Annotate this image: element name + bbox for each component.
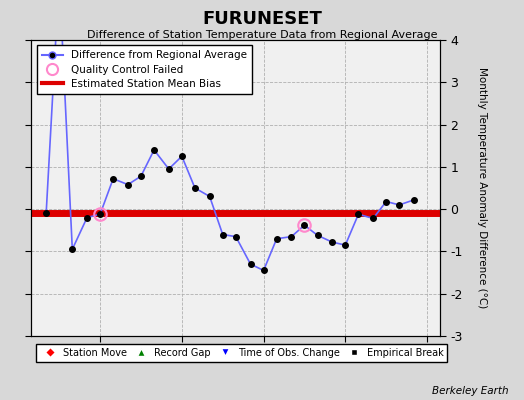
- Text: Difference of Station Temperature Data from Regional Average: Difference of Station Temperature Data f…: [87, 30, 437, 40]
- Y-axis label: Monthly Temperature Anomaly Difference (°C): Monthly Temperature Anomaly Difference (…: [477, 67, 487, 309]
- Text: Berkeley Earth: Berkeley Earth: [432, 386, 508, 396]
- Legend: Station Move, Record Gap, Time of Obs. Change, Empirical Break: Station Move, Record Gap, Time of Obs. C…: [36, 344, 447, 362]
- Text: FURUNESET: FURUNESET: [202, 10, 322, 28]
